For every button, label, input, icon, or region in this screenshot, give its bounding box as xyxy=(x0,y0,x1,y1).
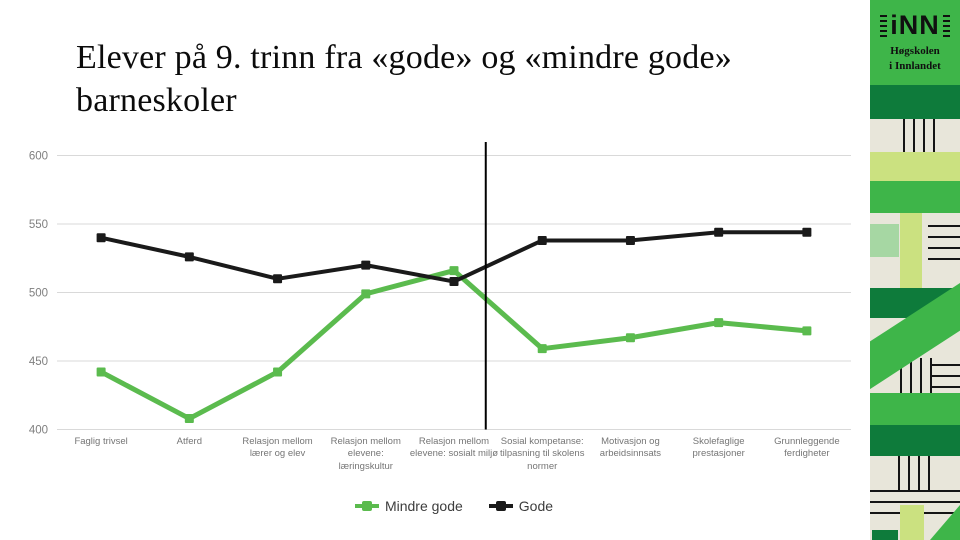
knit-square xyxy=(870,224,899,257)
banner-pattern-block xyxy=(870,152,960,181)
data-point xyxy=(537,344,547,354)
data-point xyxy=(184,414,194,424)
data-point xyxy=(96,367,106,377)
banner-pattern-block xyxy=(870,213,960,288)
data-point xyxy=(96,233,106,243)
x-axis-label: Relasjon mellom elevene: sosialt miljø xyxy=(409,436,499,460)
x-axis-label: Faglig trivsel xyxy=(74,436,128,447)
knit-lines xyxy=(930,364,960,392)
legend-label-mindre-gode: Mindre gode xyxy=(384,498,463,514)
banner-pattern-block: iNN Høgskolen i Innlandet xyxy=(870,0,960,85)
data-point xyxy=(361,289,371,299)
knit-strip xyxy=(900,505,924,540)
data-point xyxy=(449,266,459,276)
legend-marker-mindre-gode xyxy=(354,501,379,511)
data-point xyxy=(625,235,635,245)
data-point xyxy=(184,252,194,262)
banner-pattern-block xyxy=(870,119,960,152)
y-tick-label: 550 xyxy=(29,219,48,231)
x-axis-labels: Faglig trivsel Atferd Relasjon mellom lære… xyxy=(57,436,851,494)
y-tick-label: 600 xyxy=(29,151,48,163)
knit-square xyxy=(872,530,898,540)
x-axis-label: Grunnleggende ferdigheter xyxy=(774,436,840,460)
x-axis-label: Relasjon mellom lærer og elev xyxy=(242,436,313,460)
banner-pattern-block xyxy=(870,456,960,540)
knit-strip xyxy=(900,213,922,288)
inn-logo: iNN Høgskolen i Innlandet xyxy=(870,12,960,74)
data-point xyxy=(714,318,724,328)
banner-pattern-block xyxy=(870,181,960,213)
institution-name-line1: Høgskolen xyxy=(890,45,940,57)
x-axis-label: Motivasjon og arbeidsinnsats xyxy=(599,436,662,460)
x-axis-label: Relasjon mellom elevene: læringskultur xyxy=(330,436,401,472)
data-point xyxy=(537,235,547,245)
knit-lines xyxy=(898,456,934,492)
y-tick-label: 400 xyxy=(29,425,48,437)
brand-banner: iNN Høgskolen i Innlandet xyxy=(870,0,960,540)
data-point xyxy=(802,326,812,336)
banner-pattern-block xyxy=(870,85,960,119)
banner-pattern-block xyxy=(870,425,960,456)
chart-legend: Mindre gode Gode xyxy=(57,498,851,514)
y-tick-label: 450 xyxy=(29,356,48,368)
data-point xyxy=(625,333,635,343)
institution-name-line2: i Innlandet xyxy=(889,59,941,72)
legend-item-gode: Gode xyxy=(488,498,554,514)
data-point xyxy=(361,260,371,270)
x-axis-label: Sosial kompetanse: tilpasning til skolen… xyxy=(499,436,585,472)
x-axis-label: Atferd xyxy=(176,436,202,447)
inn-logo-text: iNN xyxy=(880,12,950,39)
legend-marker-gode xyxy=(488,501,513,511)
x-axis-label: Skolefaglige prestasjoner xyxy=(692,436,745,460)
data-point xyxy=(802,227,812,237)
banner-pattern-block xyxy=(870,393,960,425)
data-point xyxy=(273,367,283,377)
legend-item-mindre-gode: Mindre gode xyxy=(354,498,463,514)
institution-name: Høgskolen i Innlandet xyxy=(870,44,960,74)
y-tick-label: 500 xyxy=(29,288,48,300)
slide-title: Elever på 9. trinn fra «gode» og «mindre… xyxy=(76,39,732,120)
knit-lines xyxy=(928,225,960,265)
data-point xyxy=(273,274,283,284)
data-point xyxy=(714,227,724,237)
data-point xyxy=(449,277,459,287)
legend-label-gode: Gode xyxy=(518,498,554,514)
knit-lines xyxy=(903,119,937,152)
